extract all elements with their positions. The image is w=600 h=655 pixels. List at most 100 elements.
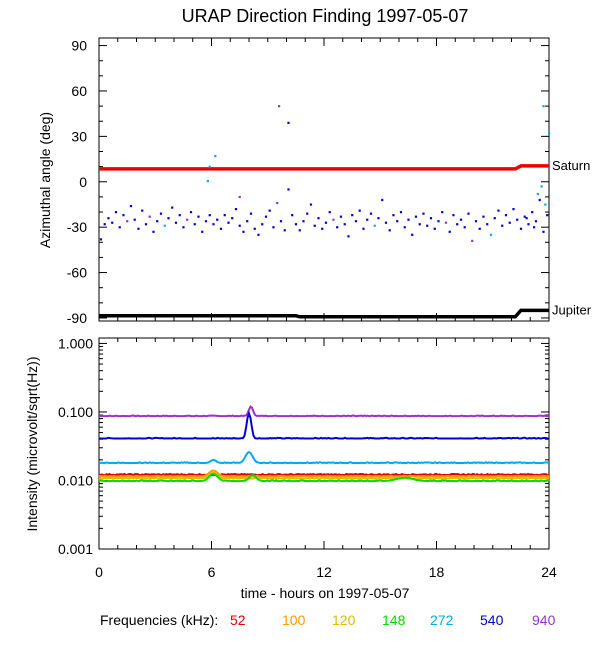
data-point [141, 209, 144, 212]
intensity-plot-frame [98, 337, 550, 550]
azimuth-plot: 90 60 30 0 -30 -60 -90 Saturn Jupiter [67, 38, 592, 326]
data-point [493, 217, 496, 220]
data-point [354, 220, 358, 223]
legend-entry-272: 272 [430, 612, 454, 628]
data-point [167, 217, 170, 220]
data-point [478, 227, 481, 230]
data-point [204, 220, 208, 223]
data-point [253, 227, 256, 230]
data-point [133, 218, 136, 221]
data-point [201, 230, 204, 233]
data-point [126, 220, 129, 223]
data-point [546, 214, 549, 217]
data-point [452, 214, 455, 217]
data-point [208, 165, 211, 168]
data-point [366, 218, 369, 221]
data-point [302, 220, 305, 223]
reference-line-saturn [99, 164, 549, 171]
data-point [298, 229, 301, 232]
data-point [219, 227, 223, 230]
data-point [396, 220, 399, 223]
y-tick-label: 30 [71, 128, 87, 144]
series-line-52 [98, 472, 550, 477]
data-point [294, 223, 298, 226]
azimuth-ylabel: Azimuthal angle (deg) [37, 112, 53, 248]
data-point [339, 215, 343, 218]
data-point [152, 230, 155, 233]
data-point [324, 221, 328, 224]
series-line-100 [98, 469, 550, 478]
data-point [542, 105, 545, 108]
data-point [99, 238, 103, 241]
data-point [257, 233, 260, 236]
data-point [156, 220, 159, 223]
y-tick-label: 0 [79, 174, 87, 190]
data-point [516, 218, 519, 221]
x-tick-label: 18 [429, 564, 445, 580]
data-point [437, 220, 440, 223]
legend-entry-540: 540 [480, 612, 504, 628]
data-point [272, 226, 275, 229]
data-point [358, 209, 361, 212]
series-line-120 [99, 471, 550, 480]
x-tick-label: 6 [208, 564, 216, 580]
data-point [214, 155, 217, 158]
frequency-legend-label: Frequencies (kHz): [100, 612, 218, 628]
data-point [426, 224, 429, 227]
data-point [399, 211, 403, 214]
data-point [186, 218, 189, 221]
y-tick-label: 0.001 [58, 541, 93, 557]
data-point [287, 121, 290, 124]
data-point [276, 201, 279, 205]
data-point [482, 215, 485, 218]
y-tick-label: -30 [67, 219, 87, 235]
data-point [208, 214, 211, 217]
data-point [317, 217, 320, 220]
y-tick-label: 90 [71, 38, 87, 54]
data-point [471, 239, 474, 242]
series-line-148 [98, 472, 550, 483]
data-point [231, 217, 234, 220]
data-point [332, 218, 335, 221]
data-point [444, 221, 448, 224]
data-point [538, 198, 541, 202]
data-point [163, 224, 166, 227]
data-point [540, 185, 543, 188]
data-point [206, 180, 209, 183]
data-point [531, 211, 534, 214]
data-point [178, 214, 181, 217]
data-point [548, 132, 551, 135]
data-point [283, 229, 286, 232]
data-point [527, 223, 530, 226]
data-point [197, 215, 200, 218]
data-point [137, 227, 140, 230]
data-point [351, 214, 354, 217]
data-point [467, 212, 470, 215]
data-point [411, 233, 414, 236]
x-axis-label: time - hours on 1997-05-07 [241, 585, 410, 601]
data-point [193, 223, 196, 226]
data-point [234, 208, 238, 211]
data-point [403, 226, 406, 229]
series-line-272 [98, 450, 550, 465]
data-point [497, 209, 500, 212]
y-tick-label: 60 [71, 83, 87, 99]
reference-line-jupiter [99, 308, 549, 319]
data-point [129, 204, 133, 208]
data-point [227, 221, 230, 224]
data-point [336, 226, 339, 229]
data-point [463, 226, 466, 229]
data-point [223, 214, 226, 217]
data-point [159, 212, 163, 215]
legend-entry-100: 100 [282, 612, 306, 628]
data-point [144, 223, 148, 226]
y-tick-label: -60 [67, 265, 87, 281]
x-tick-label: 0 [95, 564, 103, 580]
data-point [212, 223, 215, 226]
data-point [459, 218, 463, 221]
data-point [249, 212, 253, 215]
data-point [313, 224, 316, 227]
data-point [171, 206, 174, 209]
data-point [414, 215, 418, 218]
